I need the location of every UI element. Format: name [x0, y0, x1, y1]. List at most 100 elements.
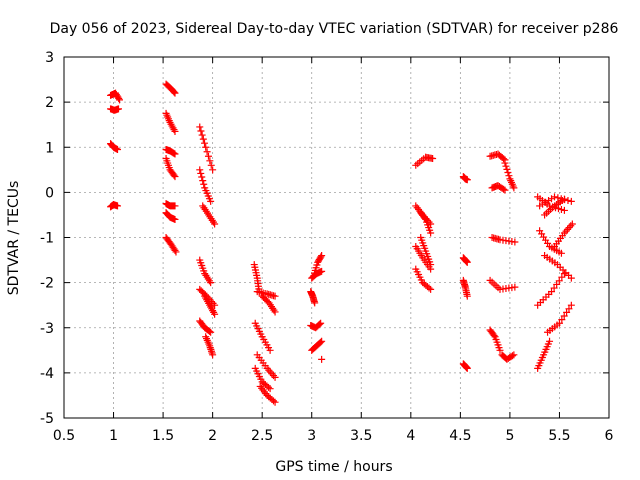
data-points: [107, 80, 576, 406]
data-point-marker: [557, 206, 565, 214]
x-tick-label: 3: [307, 428, 316, 444]
data-point-marker: [114, 146, 122, 154]
data-point-marker: [265, 383, 273, 391]
data-point-marker: [271, 373, 279, 381]
data-point-marker: [567, 197, 575, 205]
data-point-marker: [198, 131, 206, 139]
x-tick-label: 4.5: [449, 428, 471, 444]
data-point-marker: [311, 299, 319, 307]
data-point-marker: [546, 337, 554, 345]
data-point-marker: [317, 253, 325, 261]
data-point-marker: [205, 327, 213, 335]
data-point-marker: [550, 284, 558, 292]
data-point-marker: [504, 169, 512, 177]
data-point-marker: [500, 185, 508, 193]
data-point-marker: [557, 249, 565, 257]
data-point-marker: [198, 173, 206, 181]
data-point-marker: [510, 351, 518, 359]
data-point-marker: [197, 127, 205, 135]
data-point-marker: [565, 305, 573, 313]
data-point-marker: [567, 274, 575, 282]
data-point-marker: [207, 328, 215, 336]
data-point-marker: [463, 258, 471, 266]
x-tick-label: 6: [605, 428, 614, 444]
data-point-marker: [463, 176, 471, 184]
y-tick-label: -3: [40, 321, 54, 337]
y-tick-label: 2: [45, 95, 54, 111]
y-tick-label: -2: [40, 276, 54, 292]
data-point-marker: [318, 252, 326, 260]
x-tick-label: 1: [109, 428, 118, 444]
data-point-marker: [568, 220, 576, 228]
x-tick-label: 5: [505, 428, 514, 444]
data-point-marker: [209, 166, 217, 174]
data-point-marker: [207, 197, 215, 205]
data-point-marker: [114, 202, 122, 210]
data-point-marker: [115, 105, 122, 113]
data-point-marker: [503, 165, 511, 173]
data-point-marker: [200, 180, 208, 188]
data-point-marker: [508, 352, 516, 360]
data-point-marker: [204, 152, 212, 160]
data-point-marker: [463, 292, 471, 300]
axis-ticks: 0.5 1 1.5 2 2.5 3 3.5 4 4.5 5 5.5 6 -5 -4 -3 -2 -1 0 1 2 3: [40, 50, 614, 444]
data-point-marker: [318, 267, 326, 275]
data-point-marker: [560, 312, 568, 320]
data-point-marker: [500, 155, 508, 163]
x-tick-label: 1.5: [152, 428, 174, 444]
data-point-marker: [196, 123, 204, 131]
data-point-marker: [203, 148, 211, 156]
data-point-marker: [505, 172, 513, 180]
y-tick-label: -4: [40, 366, 54, 382]
data-point-marker: [555, 277, 563, 285]
y-tick-label: 0: [45, 185, 54, 201]
data-point-marker: [427, 265, 435, 273]
data-point-marker: [201, 139, 209, 147]
data-point-marker: [196, 166, 204, 174]
data-point-marker: [171, 89, 179, 97]
data-point-marker: [207, 279, 215, 287]
y-tick-label: 1: [45, 140, 54, 156]
data-point-marker: [266, 346, 274, 354]
data-point-marker: [206, 157, 214, 165]
data-point-marker: [318, 337, 326, 345]
data-point-marker: [555, 319, 563, 327]
data-point-marker: [429, 155, 437, 163]
data-point-marker: [510, 184, 518, 192]
data-point-marker: [558, 273, 566, 281]
grid-lines: [64, 57, 609, 418]
data-point-marker: [563, 308, 571, 316]
x-tick-label: 4: [406, 428, 415, 444]
data-point-marker: [170, 88, 178, 96]
data-point-marker: [427, 285, 435, 293]
data-point-marker: [553, 280, 561, 288]
data-point-marker: [170, 149, 178, 157]
data-point-marker: [172, 248, 180, 256]
x-axis-label: GPS time / hours: [275, 459, 392, 475]
data-point-marker: [171, 202, 179, 210]
data-point-marker: [501, 159, 509, 167]
data-point-marker: [560, 195, 568, 203]
data-point-marker: [317, 338, 325, 346]
data-point-marker: [425, 284, 433, 292]
data-point-marker: [271, 292, 279, 300]
data-point-marker: [199, 177, 207, 185]
data-point-marker: [567, 301, 575, 309]
chart-title: Day 056 of 2023, Sidereal Day-to-day VTE…: [50, 21, 619, 37]
data-point-marker: [501, 186, 509, 194]
data-point-marker: [269, 397, 277, 405]
data-point-marker: [207, 161, 215, 169]
data-point-marker: [115, 95, 123, 103]
data-point-marker: [496, 346, 504, 354]
x-tick-label: 0.5: [53, 428, 75, 444]
data-point-marker: [171, 215, 179, 223]
data-point-marker: [558, 316, 566, 324]
x-tick-label: 2: [208, 428, 217, 444]
data-point-marker: [551, 193, 558, 201]
data-point-marker: [171, 246, 179, 254]
data-point-marker: [171, 127, 179, 135]
data-point-marker: [211, 220, 219, 228]
y-tick-label: -1: [40, 231, 54, 247]
data-point-marker: [170, 171, 178, 179]
